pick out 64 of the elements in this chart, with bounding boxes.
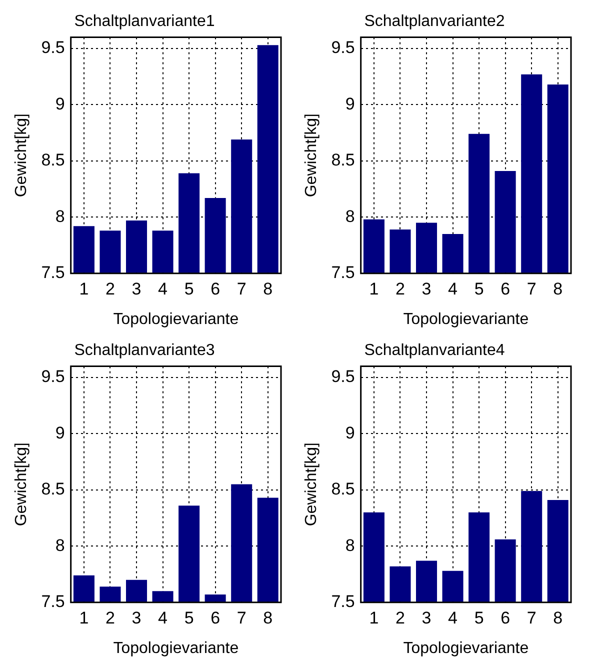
y-axis-title: Gewicht[kg] [303,442,320,526]
y-tick-label: 9.5 [331,38,355,58]
y-axis-title: Gewicht[kg] [13,442,30,526]
x-tick-label: 5 [184,279,194,298]
x-axis-title: Topologievariante [113,640,239,657]
x-tick-label: 4 [158,279,168,298]
x-tick-label: 2 [106,279,115,298]
y-tick-label: 9 [345,94,355,114]
y-tick-label: 8.5 [331,480,355,499]
x-tick-label: 2 [106,608,115,628]
y-tick-label: 7.5 [41,263,65,282]
chart-title: Schaltplanvariante4 [364,342,505,360]
x-tick-label: 8 [553,608,563,628]
x-tick-label: 8 [263,608,273,628]
y-tick-label: 7.5 [41,592,65,612]
x-tick-label: 1 [79,608,89,628]
x-tick-label: 1 [369,608,379,628]
y-tick-label: 8.5 [331,150,355,170]
y-axis-title: Gewicht[kg] [13,114,30,198]
y-tick-label: 9 [55,423,65,442]
x-tick-label: 7 [526,608,536,628]
x-tick-label: 8 [553,279,563,298]
x-tick-label: 2 [396,279,405,298]
x-tick-label: 7 [236,608,246,628]
y-tick-label: 8 [55,536,65,555]
y-tick-label: 7.5 [331,592,355,612]
x-tick-label: 7 [236,279,246,298]
chart-title: Schaltplanvariante1 [74,13,215,30]
x-tick-label: 6 [500,608,510,628]
x-tick-label: 4 [158,608,168,628]
x-tick-label: 5 [184,608,194,628]
y-tick-label: 8 [345,206,355,226]
x-tick-label: 3 [422,279,432,298]
x-tick-label: 7 [526,279,536,298]
y-tick-label: 7.5 [331,263,355,282]
y-tick-label: 9.5 [41,367,65,386]
y-tick-label: 8 [345,536,355,555]
y-tick-label: 8.5 [41,150,65,170]
chart-title: Schaltplanvariante3 [74,342,215,360]
x-tick-label: 6 [500,279,510,298]
x-axis-title: Topologievariante [403,310,529,328]
x-tick-label: 4 [448,279,458,298]
x-tick-label: 8 [263,279,273,298]
x-tick-label: 1 [79,279,89,298]
y-tick-label: 9.5 [41,38,65,58]
x-tick-label: 3 [422,608,432,628]
chart-title: Schaltplanvariante2 [364,13,505,30]
x-axis-title: Topologievariante [403,640,529,657]
x-tick-label: 3 [132,608,142,628]
x-tick-label: 5 [474,279,484,298]
y-tick-label: 9.5 [331,367,355,386]
y-tick-label: 8.5 [41,480,65,499]
x-tick-label: 5 [474,608,484,628]
y-tick-label: 8 [55,206,65,226]
x-tick-label: 4 [448,608,458,628]
x-tick-label: 1 [369,279,379,298]
y-tick-label: 9 [55,94,65,114]
x-tick-label: 2 [396,608,405,628]
y-tick-label: 9 [345,423,355,442]
x-tick-label: 6 [210,608,220,628]
x-tick-label: 3 [132,279,142,298]
y-axis-title: Gewicht[kg] [303,114,320,198]
x-tick-label: 6 [210,279,220,298]
x-axis-title: Topologievariante [113,310,239,328]
